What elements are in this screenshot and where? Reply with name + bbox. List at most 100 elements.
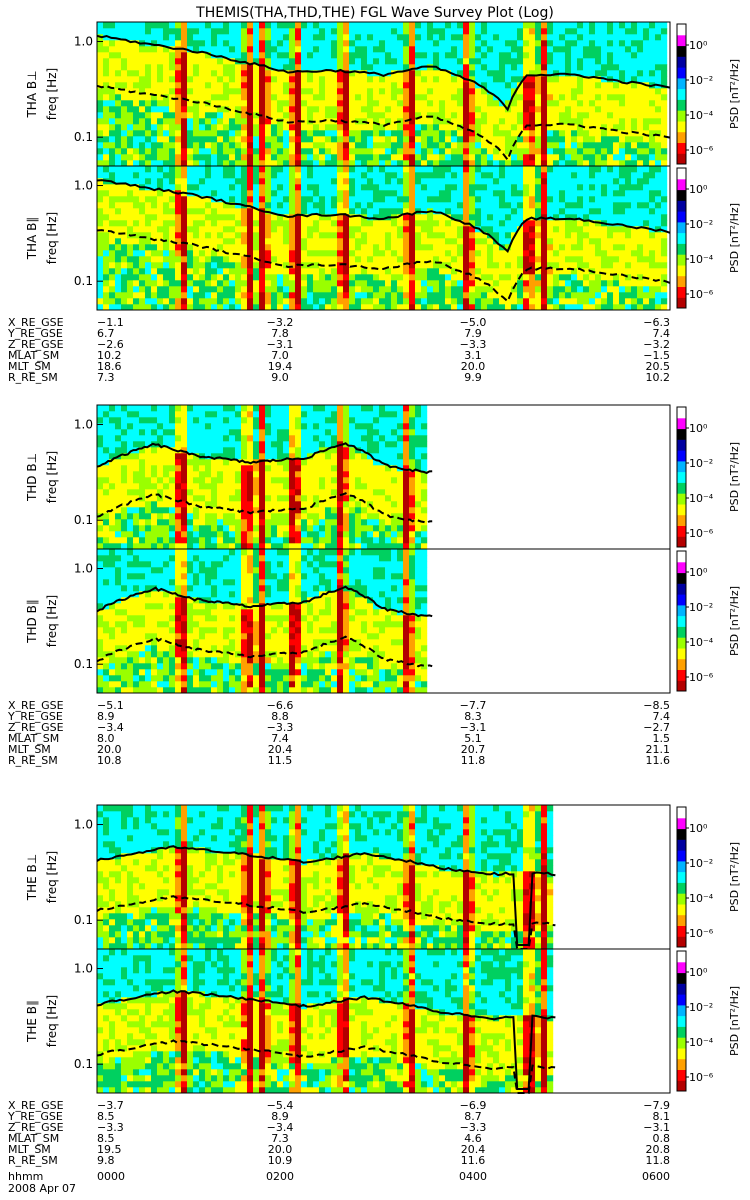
spec-cell (169, 52, 176, 59)
ephemeris-label: X_RE_GSE (8, 316, 64, 329)
spec-cell (451, 292, 458, 299)
spec-cell (295, 160, 302, 167)
spec-cell (547, 172, 554, 179)
spec-cell (163, 208, 170, 215)
spec-cell (229, 184, 236, 191)
spec-cell (151, 190, 158, 197)
spec-cell (361, 208, 368, 215)
spec-cell (415, 94, 422, 101)
spec-cell (193, 220, 200, 227)
spec-cell (607, 166, 614, 173)
spec-cell (127, 58, 134, 65)
spec-cell (331, 274, 338, 281)
spec-cell (145, 459, 152, 466)
spec-cell (115, 459, 122, 466)
spec-cell (97, 52, 104, 59)
spec-cell (169, 106, 176, 113)
spec-cell (277, 292, 284, 299)
spec-cell (115, 112, 122, 119)
spec-cell (511, 34, 518, 41)
spec-cell (289, 22, 296, 29)
spec-cell (517, 136, 524, 143)
spec-cell (97, 453, 104, 460)
spec-cell (499, 130, 506, 137)
spec-cell (517, 214, 524, 221)
spec-cell (229, 178, 236, 185)
spec-cell (337, 28, 344, 35)
spec-cell (331, 124, 338, 131)
spec-cell (157, 34, 164, 41)
spec-cell (181, 130, 188, 137)
spec-cell (631, 238, 638, 245)
spec-cell (379, 70, 386, 77)
spec-cell (403, 256, 410, 263)
spec-cell (613, 118, 620, 125)
spec-cell (103, 172, 110, 179)
spec-cell (637, 142, 644, 149)
spec-cell (559, 124, 566, 131)
spec-cell (373, 148, 380, 155)
spec-cell (493, 166, 500, 173)
spec-cell (661, 70, 668, 77)
spec-cell (109, 268, 116, 275)
spec-cell (283, 154, 290, 161)
spec-cell (499, 232, 506, 239)
spec-cell (505, 256, 512, 263)
spec-cell (175, 154, 182, 161)
spec-cell (103, 280, 110, 287)
spec-cell (355, 292, 362, 299)
spec-cell (343, 88, 350, 95)
spec-cell (97, 429, 104, 436)
spec-cell (241, 304, 248, 311)
spec-cell (373, 40, 380, 47)
spec-cell (205, 166, 212, 173)
spec-cell (157, 76, 164, 83)
spec-cell (463, 94, 470, 101)
spec-cell (199, 238, 206, 245)
spec-cell (625, 292, 632, 299)
spec-cell (433, 202, 440, 209)
spec-cell (559, 118, 566, 125)
spec-cell (457, 160, 464, 167)
spec-cell (211, 250, 218, 257)
spec-cell (403, 22, 410, 29)
spec-cell (547, 304, 554, 311)
spec-cell (565, 58, 572, 65)
spec-cell (361, 124, 368, 131)
spec-cell (157, 477, 164, 484)
spec-cell (169, 489, 176, 496)
spec-cell (307, 190, 314, 197)
spec-cell (121, 106, 128, 113)
spec-cell (553, 298, 560, 305)
spec-cell (193, 70, 200, 77)
spec-cell (127, 166, 134, 173)
spec-cell (577, 34, 584, 41)
spec-cell (415, 274, 422, 281)
spec-cell (661, 244, 668, 251)
spec-cell (187, 172, 194, 179)
spec-cell (109, 483, 116, 490)
spec-cell (289, 154, 296, 161)
spec-cell (337, 70, 344, 77)
spec-cell (187, 58, 194, 65)
spec-cell (649, 184, 656, 191)
spec-cell (181, 214, 188, 221)
spec-cell (553, 220, 560, 227)
spec-cell (169, 160, 176, 167)
spec-cell (361, 76, 368, 83)
spec-cell (151, 453, 158, 460)
spec-cell (289, 238, 296, 245)
spec-cell (607, 226, 614, 233)
spec-cell (289, 226, 296, 233)
spec-cell (193, 124, 200, 131)
spec-cell (571, 238, 578, 245)
spec-cell (241, 34, 248, 41)
spec-cell (643, 28, 650, 35)
spec-cell (283, 136, 290, 143)
spec-cell (415, 136, 422, 143)
spec-cell (427, 256, 434, 263)
spec-cell (151, 148, 158, 155)
spec-cell (619, 70, 626, 77)
spec-cell (289, 28, 296, 35)
spec-cell (493, 244, 500, 251)
